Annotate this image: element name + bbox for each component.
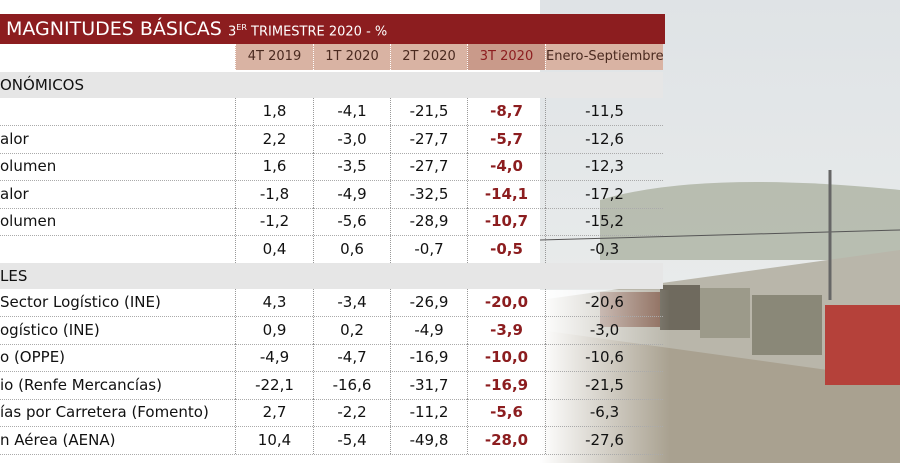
- column-header: 2T 2020: [390, 44, 467, 70]
- subtitle: 3ER TRIMESTRE 2020 - %: [228, 23, 387, 39]
- row-label: n Aérea (AENA): [0, 430, 116, 449]
- cell: -5,6: [313, 208, 390, 235]
- row-label: o (OPPE): [0, 348, 66, 366]
- cell: -27,7: [390, 153, 467, 180]
- cell: -16,9: [467, 371, 545, 399]
- cell: -27,6: [545, 426, 663, 454]
- cell: -27,7: [390, 125, 467, 153]
- cell: -4,0: [467, 153, 545, 180]
- cell: -28,9: [390, 208, 467, 235]
- cell: 4,3: [235, 289, 313, 316]
- cell: -49,8: [390, 426, 467, 454]
- row-divider: [0, 152, 663, 154]
- cell: -4,1: [313, 98, 390, 125]
- cell: -3,5: [313, 153, 390, 180]
- cell: -5,7: [467, 125, 545, 153]
- row-label: io (Renfe Mercancías): [0, 375, 162, 394]
- cell: -11,5: [545, 98, 663, 125]
- column-header: 3T 2020: [467, 44, 545, 70]
- subtitle-sup: ER: [236, 23, 247, 32]
- cell: -4,9: [313, 180, 390, 208]
- row-divider: [0, 316, 663, 317]
- cell: -16,6: [313, 371, 390, 399]
- cell: -20,6: [545, 289, 663, 316]
- cell: -10,0: [467, 344, 545, 371]
- row-label: olumen: [0, 212, 57, 230]
- cell: 0,9: [235, 316, 313, 344]
- row-label: ías por Carretera (Fomento): [0, 403, 209, 421]
- title: MAGNITUDES BÁSICAS: [6, 18, 222, 40]
- cell: -3,0: [313, 125, 390, 153]
- cell: -22,1: [235, 371, 313, 399]
- cell: -12,6: [545, 125, 663, 153]
- cell: 0,6: [313, 235, 390, 263]
- cell: -26,9: [390, 289, 467, 316]
- cell: -8,7: [467, 98, 545, 125]
- cell: -28,0: [467, 426, 545, 454]
- row-divider: [0, 343, 663, 345]
- subtitle-text: TRIMESTRE 2020 - %: [251, 24, 388, 40]
- cell: -17,2: [545, 180, 663, 208]
- cell: -6,3: [545, 399, 663, 426]
- section-title: ONÓMICOS: [0, 76, 85, 94]
- cell: -14,1: [467, 180, 545, 208]
- cell: -21,5: [545, 371, 663, 399]
- row-divider: [0, 207, 663, 209]
- subtitle-number: 3: [228, 24, 237, 40]
- row-label: alor: [0, 129, 29, 148]
- cell: -16,9: [390, 344, 467, 371]
- section-header: ONÓMICOS: [0, 72, 663, 98]
- cell: -10,6: [545, 344, 663, 371]
- cell: -32,5: [390, 180, 467, 208]
- cell: -12,3: [545, 153, 663, 180]
- cell: -11,2: [390, 399, 467, 426]
- column-header: 1T 2020: [313, 44, 390, 70]
- row-divider: [0, 426, 663, 427]
- cell: -3,9: [467, 316, 545, 344]
- cell: -20,0: [467, 289, 545, 316]
- column-header: Enero-Septiembre: [545, 44, 664, 70]
- cell: 0,4: [235, 235, 313, 263]
- cell: -1,2: [235, 208, 313, 235]
- cell: -4,9: [390, 316, 467, 344]
- cell: 2,7: [235, 399, 313, 426]
- cell: -0,5: [467, 235, 545, 263]
- cell: -5,6: [467, 399, 545, 426]
- cell: -4,9: [235, 344, 313, 371]
- row-divider: [0, 371, 663, 372]
- row-label: alor: [0, 184, 29, 203]
- cell: -31,7: [390, 371, 467, 399]
- cell: -4,7: [313, 344, 390, 371]
- column-header: 4T 2019: [235, 44, 313, 70]
- row-divider: [0, 180, 663, 181]
- cell: -5,4: [313, 426, 390, 454]
- cell: 0,2: [313, 316, 390, 344]
- cell: -0,7: [390, 235, 467, 263]
- row-divider: [0, 235, 663, 236]
- cell: 10,4: [235, 426, 313, 454]
- title-bar: MAGNITUDES BÁSICAS 3ER TRIMESTRE 2020 - %: [0, 14, 665, 44]
- cell: -21,5: [390, 98, 467, 125]
- cell: -3,4: [313, 289, 390, 316]
- row-divider: [0, 453, 663, 455]
- row-label: ogístico (INE): [0, 320, 100, 339]
- cell: -3,0: [545, 316, 663, 344]
- cell: 2,2: [235, 125, 313, 153]
- row-label: olumen: [0, 157, 57, 175]
- cell: 1,8: [235, 98, 313, 125]
- cell: -1,8: [235, 180, 313, 208]
- section-title: LES: [0, 267, 28, 285]
- cell: 1,6: [235, 153, 313, 180]
- cell: -0,3: [545, 235, 663, 263]
- cell: -15,2: [545, 208, 663, 235]
- cell: -2,2: [313, 399, 390, 426]
- row-label: Sector Logístico (INE): [0, 293, 161, 311]
- cell: -10,7: [467, 208, 545, 235]
- row-divider: [0, 398, 663, 400]
- row-divider: [0, 125, 663, 126]
- section-header: LES: [0, 263, 663, 289]
